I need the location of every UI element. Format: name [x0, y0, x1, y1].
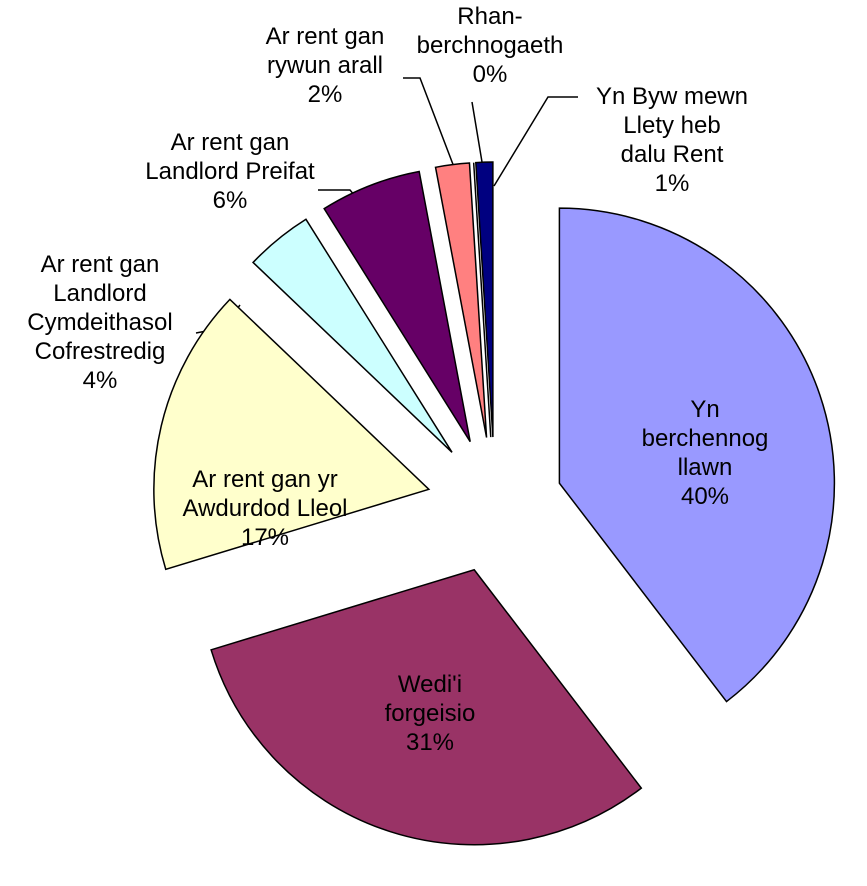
slice-value-label: 31%	[405, 729, 455, 756]
slice-value-label: 1%	[654, 170, 690, 197]
slice-value-label: 4%	[82, 367, 118, 394]
slice-label: Ar rent gan Landlord Cymdeithasol Cofres…	[27, 250, 172, 395]
slice-value-label: 6%	[212, 187, 248, 214]
slice-value-label: 0%	[472, 61, 508, 88]
pie-slice	[323, 170, 471, 443]
slice-value-label: 17%	[240, 524, 290, 551]
slice-label: Rhan- berchnogaeth 0%	[417, 2, 564, 89]
slice-value-label: 40%	[680, 483, 730, 510]
slice-name: Yn berchennog llawn	[641, 396, 769, 481]
leader-line	[493, 96, 578, 187]
pie-slice	[153, 298, 431, 571]
slice-name: Ar rent gan Landlord Cymdeithasol Cofres…	[27, 251, 173, 365]
slice-name: Rhan- berchnogaeth	[416, 3, 564, 59]
pie-slice	[558, 207, 836, 703]
slice-label: Wedi'i forgeisio 31%	[385, 670, 476, 757]
slice-label: Yn berchennog llawn 40%	[624, 395, 786, 511]
slice-label: Ar rent gan rywun arall 2%	[266, 22, 385, 109]
slice-name: Ar rent gan rywun arall	[265, 23, 385, 79]
slice-name: Ar rent gan Landlord Preifat	[145, 129, 315, 185]
slice-name: Yn Byw mewn Llety heb dalu Rent	[595, 83, 749, 168]
slice-name: Ar rent gan yr Awdurdod Lleol	[182, 466, 348, 522]
leader-line	[403, 77, 463, 189]
slice-label: Ar rent gan Landlord Preifat 6%	[145, 128, 314, 215]
pie-slice	[252, 218, 453, 453]
slice-value-label: 2%	[307, 81, 343, 108]
pie-slice	[434, 162, 488, 438]
pie-slice	[474, 161, 494, 438]
slice-label: Ar rent gan yr Awdurdod Lleol 17%	[182, 465, 347, 552]
slice-label: Yn Byw mewn Llety heb dalu Rent 1%	[596, 82, 748, 198]
pie-slice	[210, 568, 643, 846]
slice-name: Wedi'i forgeisio	[384, 671, 476, 727]
